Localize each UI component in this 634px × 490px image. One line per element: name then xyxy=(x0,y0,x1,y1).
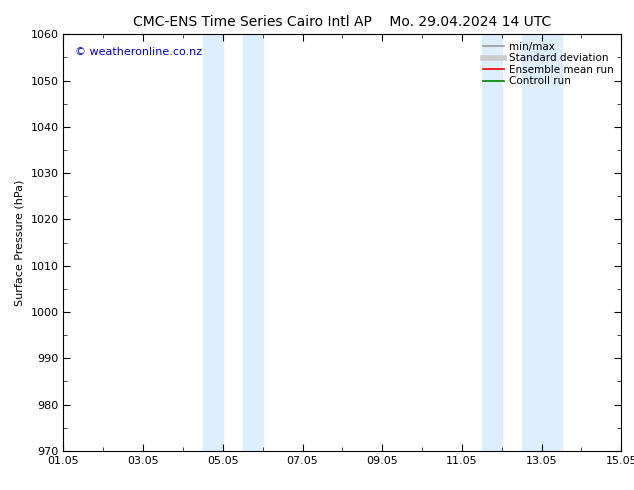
Title: CMC-ENS Time Series Cairo Intl AP    Mo. 29.04.2024 14 UTC: CMC-ENS Time Series Cairo Intl AP Mo. 29… xyxy=(133,15,552,29)
Bar xyxy=(203,34,223,451)
Legend: min/max, Standard deviation, Ensemble mean run, Controll run: min/max, Standard deviation, Ensemble me… xyxy=(481,40,616,88)
Bar xyxy=(482,34,501,451)
Bar xyxy=(243,34,262,451)
Bar xyxy=(522,34,562,451)
Text: © weatheronline.co.nz: © weatheronline.co.nz xyxy=(75,47,202,57)
Y-axis label: Surface Pressure (hPa): Surface Pressure (hPa) xyxy=(15,179,25,306)
